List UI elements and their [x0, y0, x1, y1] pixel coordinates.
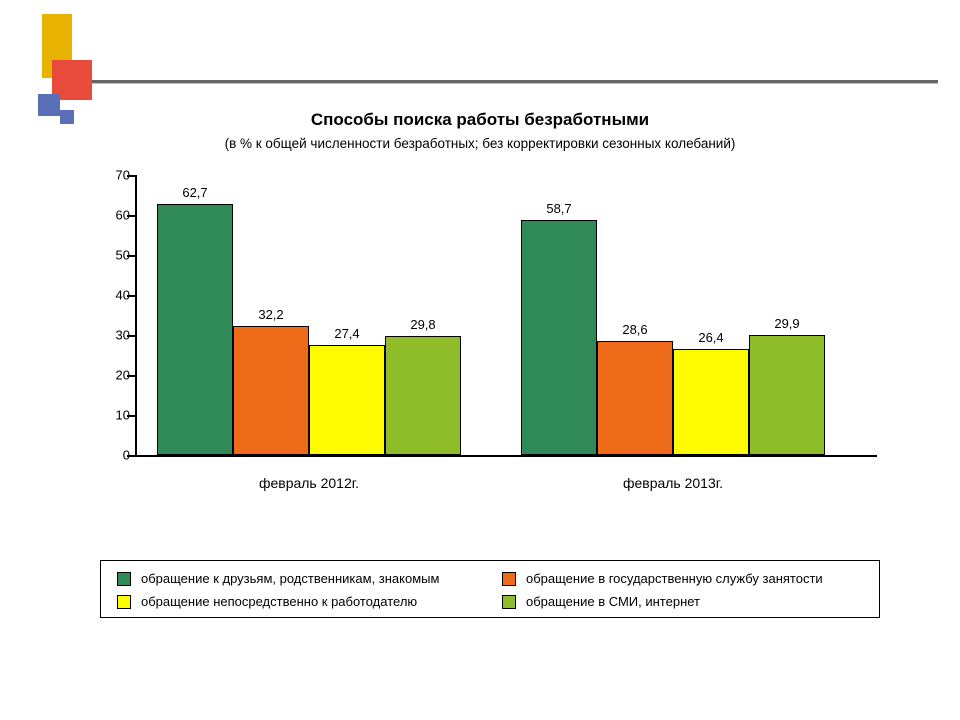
chart-title: Способы поиска работы безработными [0, 110, 960, 130]
legend-item: обращение к друзьям, родственникам, знак… [117, 571, 478, 586]
slide: Способы поиска работы безработными (в % … [0, 0, 960, 720]
legend-swatch [502, 572, 516, 586]
legend-label: обращение к друзьям, родственникам, знак… [141, 571, 439, 586]
y-axis-label: 40 [92, 288, 130, 303]
y-axis-label: 60 [92, 208, 130, 223]
chart-plot-area: 01020304050607062,732,227,429,8февраль 2… [135, 175, 877, 457]
y-axis-label: 30 [92, 328, 130, 343]
bar-value-label: 27,4 [334, 326, 359, 341]
bar-value-label: 58,7 [546, 201, 571, 216]
legend-item: обращение непосредственно к работодателю [117, 594, 478, 609]
legend-swatch [117, 572, 131, 586]
x-axis-label: февраль 2013г. [623, 475, 723, 491]
bar: 32,2 [233, 326, 309, 455]
legend-label: обращение непосредственно к работодателю [141, 594, 417, 609]
chart-plot-wrap: 01020304050607062,732,227,429,8февраль 2… [80, 175, 880, 485]
chart-titles: Способы поиска работы безработными (в % … [0, 110, 960, 151]
y-axis-label: 70 [92, 168, 130, 183]
legend-label: обращение в СМИ, интернет [526, 594, 700, 609]
y-axis-label: 0 [92, 448, 130, 463]
legend-swatch [117, 595, 131, 609]
legend-swatch [502, 595, 516, 609]
legend-item: обращение в СМИ, интернет [502, 594, 863, 609]
bar: 29,9 [749, 335, 825, 455]
bar-value-label: 29,8 [410, 317, 435, 332]
chart-subtitle: (в % к общей численности безработных; бе… [0, 136, 960, 151]
legend-label: обращение в государственную службу занят… [526, 571, 823, 586]
y-axis-label: 10 [92, 408, 130, 423]
bar: 62,7 [157, 204, 233, 455]
legend-item: обращение в государственную службу занят… [502, 571, 863, 586]
bar: 29,8 [385, 336, 461, 455]
bar-value-label: 29,9 [774, 316, 799, 331]
y-axis-label: 50 [92, 248, 130, 263]
bar-value-label: 62,7 [182, 185, 207, 200]
y-axis-label: 20 [92, 368, 130, 383]
bar-value-label: 26,4 [698, 330, 723, 345]
bar: 58,7 [521, 220, 597, 455]
bar: 28,6 [597, 341, 673, 455]
bar: 27,4 [309, 345, 385, 455]
bar-value-label: 32,2 [258, 307, 283, 322]
x-axis-label: февраль 2012г. [259, 475, 359, 491]
chart-legend: обращение к друзьям, родственникам, знак… [100, 560, 880, 618]
bar-value-label: 28,6 [622, 322, 647, 337]
bar: 26,4 [673, 349, 749, 455]
decor-separator-line [60, 80, 938, 84]
